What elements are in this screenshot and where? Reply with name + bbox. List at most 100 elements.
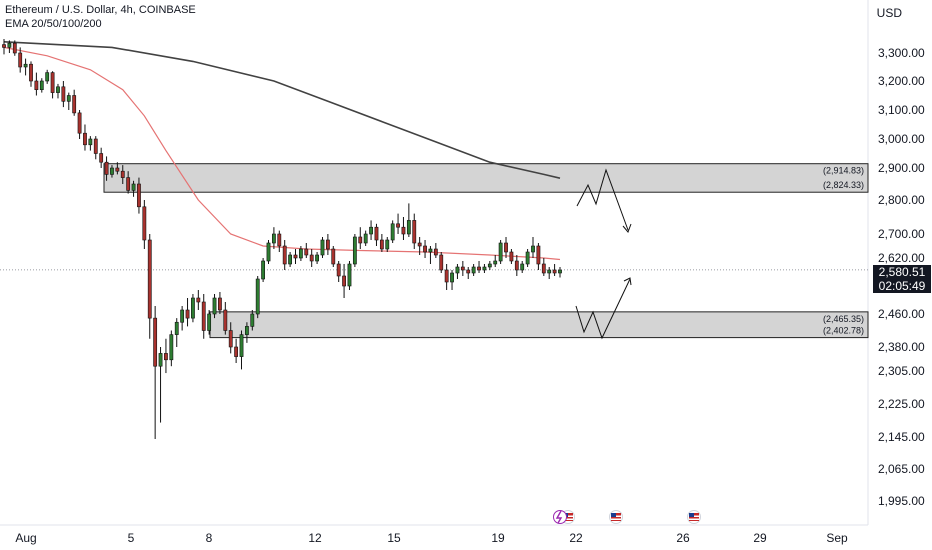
candle (185, 298, 190, 327)
candle-body (12, 42, 17, 54)
candle (369, 220, 373, 240)
candle (412, 213, 417, 249)
candle (207, 310, 212, 335)
x-tick-label: 8 (206, 531, 213, 545)
candle (315, 252, 319, 264)
candle-body (493, 260, 498, 265)
candle (126, 171, 131, 194)
candle (541, 258, 546, 276)
candle (520, 261, 525, 273)
candle (131, 180, 136, 197)
candle-body (396, 223, 400, 228)
candle-body (363, 233, 368, 244)
y-tick-label: 1,995.00 (878, 494, 925, 508)
candle (450, 270, 454, 290)
candle-body (390, 223, 395, 241)
candle-body (369, 226, 373, 235)
candle (50, 71, 55, 99)
candle (471, 264, 476, 276)
candle (93, 136, 98, 160)
candle (18, 47, 23, 73)
candle-body (433, 248, 438, 256)
candle-body (99, 153, 104, 163)
candle-body (66, 95, 71, 102)
candles (2, 39, 562, 439)
candle-body (547, 269, 552, 274)
candle-body (439, 254, 444, 271)
candle-body (50, 72, 55, 93)
candle (104, 156, 109, 181)
x-tick-label: 5 (128, 531, 135, 545)
candle-body (56, 86, 60, 93)
candle-body (293, 254, 298, 259)
candle-body (498, 242, 503, 262)
candle (250, 310, 255, 331)
y-tick-label: 3,000.00 (878, 132, 925, 146)
candle (61, 81, 66, 108)
candle (288, 252, 292, 267)
candle (272, 227, 276, 249)
candle (66, 92, 71, 110)
candle (423, 240, 427, 258)
candle-body (88, 138, 93, 146)
candle (201, 294, 206, 339)
candle-body (531, 245, 535, 253)
candle-body (482, 266, 487, 271)
candle-body (2, 44, 6, 48)
candle (433, 243, 438, 258)
candle (493, 255, 498, 267)
candle-body (218, 297, 222, 311)
candle-body (455, 266, 460, 274)
candle (212, 294, 217, 319)
y-tick-label: 2,460.00 (878, 307, 925, 321)
currency-label[interactable]: USD (876, 6, 902, 20)
candle (352, 234, 357, 267)
candle (164, 338, 168, 374)
candle (309, 249, 314, 267)
candle (266, 240, 271, 264)
candle-body (477, 266, 481, 271)
candle-body (466, 269, 471, 274)
candle-body (93, 138, 98, 154)
candle-body (304, 248, 309, 256)
zone-bottom-label: (2,824.33) (823, 180, 864, 190)
candle (320, 237, 325, 258)
candle (174, 318, 179, 347)
candle-body (77, 112, 82, 134)
candle (277, 230, 282, 252)
candle-body (520, 263, 525, 271)
candle (137, 177, 141, 214)
candle (439, 252, 444, 273)
candle-body (412, 220, 417, 244)
candle-body (379, 239, 384, 250)
bar-countdown: 02:05:49 (873, 279, 931, 293)
candle-body (347, 263, 352, 287)
candle-body (325, 239, 330, 250)
candle-body (504, 242, 508, 253)
y-tick-label: 2,305.00 (878, 364, 925, 378)
candle (374, 223, 379, 246)
candle (417, 237, 422, 255)
candle (196, 290, 201, 310)
candle-body (288, 254, 292, 265)
candle-body (34, 80, 39, 90)
candle-body (423, 245, 427, 253)
candle-body (255, 278, 260, 315)
x-tick-label: Sep (826, 531, 848, 545)
candle (239, 330, 244, 370)
candle (293, 249, 298, 264)
candle-body (552, 269, 557, 274)
candle-body (282, 245, 287, 265)
candle (223, 302, 228, 335)
y-tick-label: 2,065.00 (878, 462, 925, 476)
lightning-event-icon (553, 510, 567, 524)
candle-body (406, 220, 411, 235)
candle-body (212, 297, 217, 315)
candle-body (272, 233, 276, 244)
candle (363, 230, 368, 246)
candle-body (137, 183, 141, 208)
price-zone (103, 163, 869, 193)
y-axis: 1,995.00 2,065.00 2,145.00 2,225.00 2,305.00… (878, 46, 925, 508)
candle (552, 264, 557, 276)
